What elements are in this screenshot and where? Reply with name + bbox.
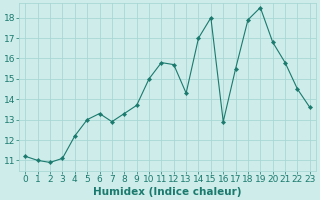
X-axis label: Humidex (Indice chaleur): Humidex (Indice chaleur)	[93, 187, 242, 197]
